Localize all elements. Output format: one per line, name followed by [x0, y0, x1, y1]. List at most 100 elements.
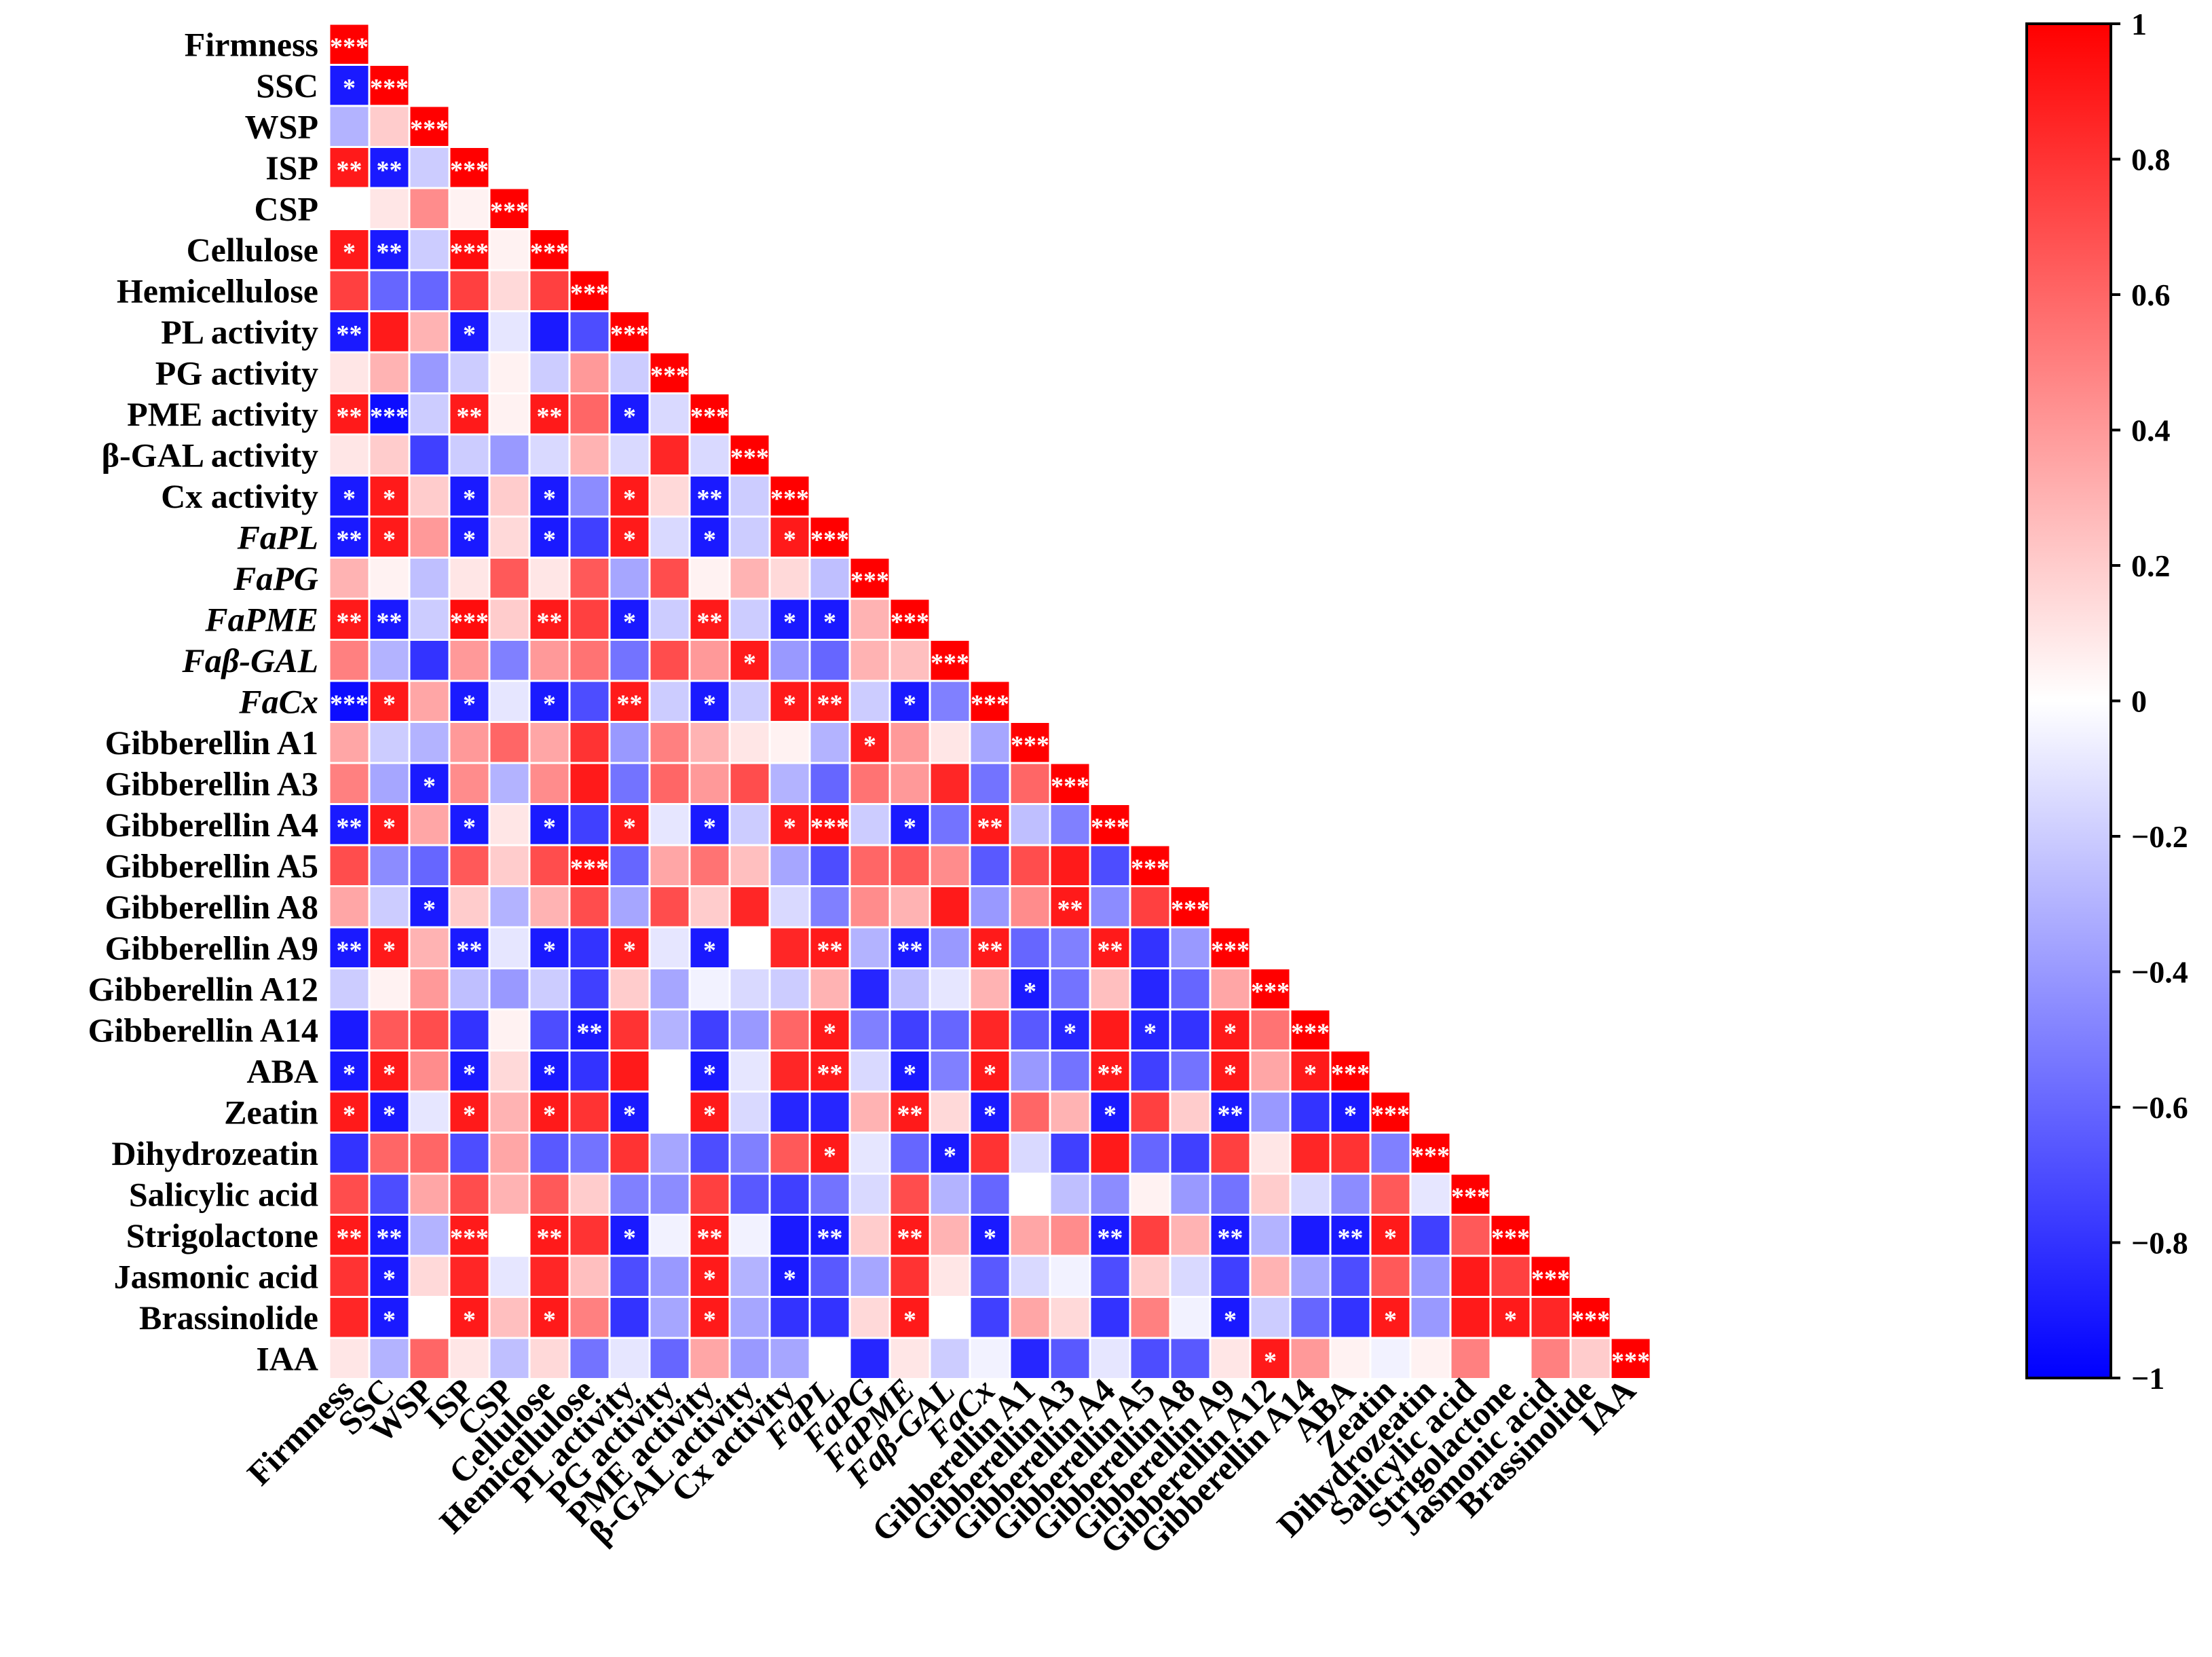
heatmap-cell-zeatin-fabeta-gal: [929, 1090, 971, 1134]
significance-marker: ***: [1331, 1060, 1370, 1088]
heatmap-cell-jasmonic-acid-fapl: [808, 1254, 851, 1298]
heatmap-cell-gibberellin-a12-fapl: [808, 967, 851, 1011]
heatmap-cell-brassinolide-firmness: [328, 1296, 371, 1339]
heatmap-cell-gibberellin-a4-hemicellulose: [568, 803, 611, 846]
heatmap-cell-gibberellin-a5-gibberellin-a5: [1129, 844, 1171, 887]
significance-marker: *: [703, 1306, 716, 1335]
heatmap-cell-jasmonic-acid-dihydrozeatin: [1409, 1254, 1452, 1298]
heatmap-cell-salicylic-acid-fapme: [888, 1172, 931, 1216]
heatmap-cell-salicylic-acid-cellulose: [528, 1172, 571, 1216]
heatmap-cell-salicylic-acid-csp: [488, 1172, 531, 1216]
heatmap-cell-jasmonic-acid-fapme: [888, 1254, 931, 1298]
heatmap-cell-aba-isp: [448, 1049, 491, 1093]
heatmap-cell-zeatin-fapl: [808, 1090, 851, 1134]
heatmap-cell-gibberellin-a14-gibberellin-a1: [1009, 1008, 1051, 1051]
heatmap-cell-gibberellin-a14-ssc: [368, 1008, 411, 1051]
heatmap-cell-isp-isp: [448, 146, 491, 189]
color-scale-bar: [2025, 22, 2112, 1379]
significance-marker: ***: [690, 403, 729, 431]
heatmap-cell-beta-gal-activity-firmness: [328, 433, 371, 477]
significance-marker: *: [1064, 1018, 1076, 1047]
heatmap-cell-fapl-firmness: [328, 515, 371, 559]
heatmap-cell-fapme-fapg: [848, 597, 891, 641]
heatmap-cell-zeatin-isp: [448, 1090, 491, 1134]
heatmap-cell-gibberellin-a5-pme-activity: [688, 844, 731, 887]
color-scale-ticks: 1 0.8 0.6 0.4 0.2 0 −0.2 −0.4 −0.6 −0.8 −1: [2111, 7, 2188, 1396]
significance-marker: ***: [1211, 936, 1250, 965]
heatmap-cell-jasmonic-acid-isp: [448, 1254, 491, 1298]
significance-marker: *: [423, 895, 436, 924]
significance-marker: ***: [730, 443, 769, 472]
heatmap-cell-salicylic-acid-isp: [448, 1172, 491, 1216]
heatmap-cell-brassinolide-pl-activity: [608, 1296, 651, 1339]
heatmap-cell-fabeta-gal-firmness: [328, 639, 371, 682]
significance-marker: *: [1384, 1224, 1397, 1252]
heatmap-cell-beta-gal-activity-wsp: [408, 433, 451, 477]
heatmap-cell-fapl-wsp: [408, 515, 451, 559]
significance-markers: **** ******** ** ******* ** *** ******** * *****…: [330, 33, 1650, 1375]
heatmap-cell-cx-activity-hemicellulose: [568, 474, 611, 518]
heatmap-cell-aba-ssc: [368, 1049, 411, 1093]
heatmap-cell-gibberellin-a12-wsp: [408, 967, 451, 1011]
significance-marker: *: [623, 1100, 636, 1129]
significance-marker: ***: [1371, 1100, 1410, 1129]
significance-marker: **: [697, 485, 723, 513]
significance-marker: **: [377, 608, 402, 636]
significance-marker: **: [337, 525, 362, 554]
significance-marker: **: [377, 238, 402, 267]
heatmap-cell-jasmonic-acid-gibberellin-a9: [1209, 1254, 1252, 1298]
heatmap-cell-gibberellin-a12-gibberellin-a12: [1249, 967, 1292, 1011]
heatmap-cell-fapl-hemicellulose: [568, 515, 611, 559]
heatmap-cell-hemicellulose-firmness: [328, 269, 371, 312]
heatmap-cell-zeatin-csp: [488, 1090, 531, 1134]
heatmap-cell-salicylic-acid-gibberellin-a1: [1009, 1172, 1051, 1216]
row-label-gibberellin-a9: Gibberellin A9: [105, 929, 318, 967]
significance-marker: *: [623, 813, 636, 842]
significance-marker: *: [463, 320, 476, 349]
significance-marker: **: [537, 1224, 563, 1252]
heatmap-cell-gibberellin-a9-cx-activity: [768, 926, 811, 969]
significance-marker: **: [337, 1224, 362, 1252]
heatmap-cell-jasmonic-acid-zeatin: [1369, 1254, 1412, 1298]
heatmap-cell-jasmonic-acid-wsp: [408, 1254, 451, 1298]
row-label-fapme: FaPME: [204, 600, 318, 638]
heatmap-cell-facx-csp: [488, 679, 531, 723]
heatmap-cell-gibberellin-a3-gibberellin-a1: [1009, 762, 1051, 805]
heatmap-cell-gibberellin-a1-beta-gal-activity: [728, 721, 771, 764]
heatmap-cell-gibberellin-a14-csp: [488, 1008, 531, 1051]
heatmap-cell-gibberellin-a9-fabeta-gal: [929, 926, 971, 969]
heatmap-cell-jasmonic-acid-gibberellin-a5: [1129, 1254, 1171, 1298]
heatmap-cell-salicylic-acid-cx-activity: [768, 1172, 811, 1216]
significance-marker: **: [617, 690, 643, 718]
significance-marker: *: [703, 1060, 716, 1088]
row-label-brassinolide: Brassinolide: [139, 1299, 318, 1337]
significance-marker: *: [623, 525, 636, 554]
heatmap-cell-gibberellin-a5-pg-activity: [648, 844, 691, 887]
heatmap-cell-fapl-pl-activity: [608, 515, 651, 559]
significance-marker: *: [463, 1100, 476, 1129]
heatmap-cell-gibberellin-a1-pl-activity: [608, 721, 651, 764]
row-label-isp: ISP: [265, 149, 318, 187]
heatmap-cell-dihydrozeatin-isp: [448, 1132, 491, 1175]
heatmap-cell-gibberellin-a12-isp: [448, 967, 491, 1011]
heatmap-cell-strigolactone-gibberellin-a14: [1289, 1214, 1332, 1257]
heatmap-cell-jasmonic-acid-facx: [969, 1254, 1011, 1298]
heatmap-cell-gibberellin-a4-ssc: [368, 803, 411, 846]
heatmap-cell-gibberellin-a8-firmness: [328, 885, 371, 929]
heatmap-cell-gibberellin-a3-fapme: [888, 762, 931, 805]
heatmap-cell-gibberellin-a3-pl-activity: [608, 762, 651, 805]
heatmap-cell-brassinolide-gibberellin-a14: [1289, 1296, 1332, 1339]
heatmap-cell-jasmonic-acid-salicylic-acid: [1449, 1254, 1492, 1298]
heatmap-cell-gibberellin-a1-isp: [448, 721, 491, 764]
heatmap-cell-gibberellin-a12-gibberellin-a3: [1049, 967, 1091, 1011]
heatmap-cell-iaa-isp: [448, 1337, 491, 1380]
significance-marker: ***: [610, 320, 649, 349]
heatmap-cell-gibberellin-a1-ssc: [368, 721, 411, 764]
significance-marker: *: [823, 1142, 836, 1170]
heatmap-cell-jasmonic-acid-gibberellin-a8: [1169, 1254, 1212, 1298]
heatmap-cell-cellulose-csp: [488, 228, 531, 272]
heatmap-cell-salicylic-acid-aba: [1329, 1172, 1372, 1216]
heatmap-cell-fapg-isp: [448, 557, 491, 600]
heatmap-cell-strigolactone-strigolactone: [1489, 1214, 1532, 1257]
significance-marker: *: [703, 813, 716, 842]
